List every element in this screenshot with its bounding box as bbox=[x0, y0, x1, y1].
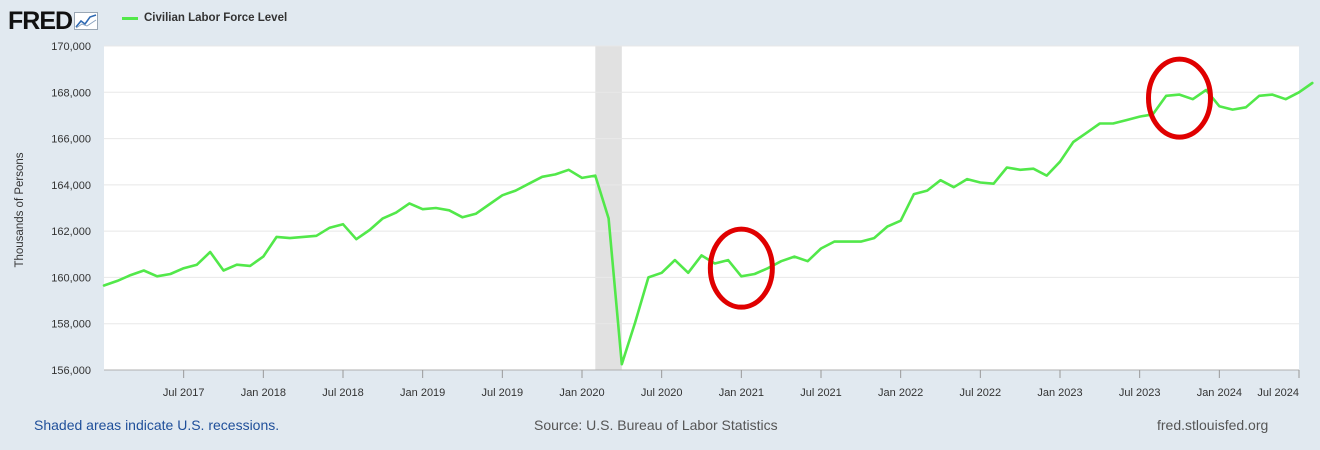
x-tick-label: Jul 2020 bbox=[641, 387, 683, 399]
x-axis: Jul 2017 Jan 2018 Jul 2018 Jan 2019 Jul 2019… bbox=[104, 369, 1300, 399]
y-tick-label: 162,000 bbox=[51, 226, 91, 238]
x-tick-label: Jul 2022 bbox=[960, 387, 1002, 399]
legend-swatch bbox=[122, 16, 138, 20]
source-text: Source: U.S. Bureau of Labor Statistics bbox=[534, 417, 778, 433]
y-tick-label: 166,000 bbox=[51, 134, 91, 146]
chart-legend: Civilian Labor Force Level bbox=[122, 12, 287, 24]
y-tick-label: 164,000 bbox=[51, 180, 91, 192]
x-tick-label: Jul 2023 bbox=[1119, 387, 1161, 399]
x-tick-label: Jan 2021 bbox=[719, 387, 764, 399]
red-circle-annotation bbox=[707, 226, 775, 310]
x-tick-label: Jan 2020 bbox=[559, 387, 604, 399]
x-tick-label: Jan 2023 bbox=[1037, 387, 1082, 399]
line-chart: 156,000 158,000 160,000 162,000 164,000 166,0… bbox=[51, 41, 1314, 399]
y-tick-label: 156,000 bbox=[51, 365, 91, 377]
x-tick-label: Jul 2019 bbox=[482, 387, 524, 399]
site-link[interactable]: fred.stlouisfed.org bbox=[1157, 417, 1269, 433]
series-line bbox=[102, 81, 1314, 366]
x-tick-label: Jul 2018 bbox=[322, 387, 364, 399]
y-tick-label: 168,000 bbox=[51, 87, 91, 99]
red-circle-annotation bbox=[1146, 56, 1213, 140]
recession-note-link[interactable]: Shaded areas indicate U.S. recessions. bbox=[34, 417, 280, 433]
x-tick-label: Jul 2017 bbox=[163, 387, 205, 399]
x-tick-label: Jan 2022 bbox=[878, 387, 923, 399]
x-tick-label: Jul 2024 bbox=[1257, 387, 1299, 399]
y-tick-label: 170,000 bbox=[51, 41, 91, 53]
legend-label: Civilian Labor Force Level bbox=[144, 12, 288, 24]
x-tick-label: Jan 2019 bbox=[400, 387, 445, 399]
y-tick-label: 158,000 bbox=[51, 319, 91, 331]
header: FRED bbox=[8, 6, 99, 36]
annotation-layer bbox=[707, 56, 1213, 310]
plot-area bbox=[104, 46, 1299, 370]
trend-chart-icon bbox=[74, 12, 99, 30]
y-axis: 156,000 158,000 160,000 162,000 164,000 166,0… bbox=[51, 41, 91, 377]
y-tick-label: 160,000 bbox=[51, 272, 91, 284]
fred-logo[interactable]: FRED bbox=[8, 6, 73, 35]
x-tick-label: Jan 2024 bbox=[1197, 387, 1242, 399]
series-layer bbox=[102, 81, 1314, 366]
x-tick-label: Jul 2021 bbox=[800, 387, 842, 399]
x-tick-label: Jan 2018 bbox=[241, 387, 286, 399]
